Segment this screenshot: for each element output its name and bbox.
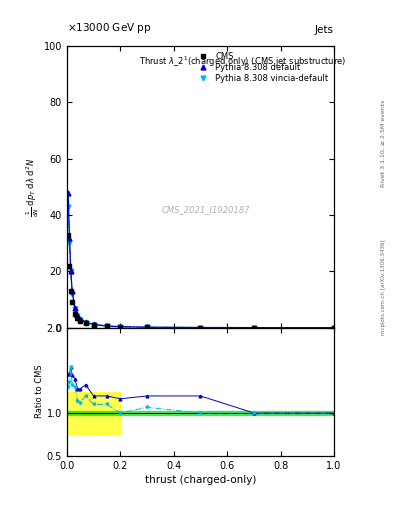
CMS (83, 321, 88, 327)
Text: Rivet 3.1.10, ≥ 2.5M events: Rivet 3.1.10, ≥ 2.5M events (381, 100, 386, 187)
CMS (70, 299, 75, 305)
Bar (67, 392, 120, 434)
CMS (105, 323, 109, 329)
CMS (91, 322, 96, 328)
CMS (198, 325, 203, 331)
Pythia 8.308 vincia-default (66, 203, 70, 210)
Pythia 8.308 vincia-default (145, 324, 149, 330)
Pythia 8.308 default (72, 305, 77, 311)
Pythia 8.308 vincia-default (198, 325, 203, 331)
Pythia 8.308 vincia-default (75, 313, 80, 319)
Pythia 8.308 default (105, 323, 109, 329)
Pythia 8.308 vincia-default (72, 306, 77, 312)
Pythia 8.308 default (83, 319, 88, 325)
Pythia 8.308 vincia-default (332, 325, 336, 331)
Pythia 8.308 vincia-default (118, 324, 123, 330)
Pythia 8.308 vincia-default (78, 317, 83, 323)
Pythia 8.308 vincia-default (68, 268, 73, 274)
CMS (67, 263, 72, 269)
Y-axis label: Ratio to CMS: Ratio to CMS (35, 365, 44, 418)
Pythia 8.308 default (198, 325, 203, 331)
CMS (72, 310, 77, 316)
CMS (78, 317, 83, 324)
Text: Thrust $\lambda\_2^1$(charged only) (CMS jet substructure): Thrust $\lambda\_2^1$(charged only) (CMS… (139, 55, 346, 69)
Pythia 8.308 vincia-default (83, 319, 88, 326)
Y-axis label: $\frac{1}{\mathrm{d}N}$ $\mathrm{d}p_T$ $\mathrm{d}\lambda$ $\mathrm{d}^2N$: $\frac{1}{\mathrm{d}N}$ $\mathrm{d}p_T$ … (24, 157, 41, 217)
Legend: CMS, Pythia 8.308 default, Pythia 8.308 vincia-default: CMS, Pythia 8.308 default, Pythia 8.308 … (193, 50, 330, 85)
Pythia 8.308 vincia-default (70, 291, 75, 297)
Pythia 8.308 vincia-default (67, 240, 72, 246)
CMS (75, 315, 80, 321)
Pythia 8.308 default (66, 189, 70, 196)
Pythia 8.308 default (332, 325, 336, 331)
X-axis label: thrust (charged-only): thrust (charged-only) (145, 475, 256, 485)
Pythia 8.308 default (67, 234, 72, 241)
CMS (68, 288, 73, 294)
Text: mcplots.cern.ch [arXiv:1306.3436]: mcplots.cern.ch [arXiv:1306.3436] (381, 239, 386, 334)
Line: Pythia 8.308 vincia-default: Pythia 8.308 vincia-default (66, 204, 336, 330)
CMS (118, 324, 123, 330)
Pythia 8.308 default (75, 312, 80, 318)
Pythia 8.308 default (91, 321, 96, 327)
Pythia 8.308 vincia-default (252, 325, 256, 331)
Pythia 8.308 vincia-default (105, 323, 109, 329)
Text: CMS_2021_I1920187: CMS_2021_I1920187 (162, 205, 250, 214)
Bar (67, 411, 334, 415)
Pythia 8.308 default (252, 325, 256, 331)
CMS (252, 325, 256, 331)
Line: CMS: CMS (66, 232, 336, 330)
Line: Pythia 8.308 default: Pythia 8.308 default (66, 190, 336, 330)
Pythia 8.308 default (68, 268, 73, 274)
Text: Jets: Jets (315, 25, 334, 35)
Pythia 8.308 default (118, 324, 123, 330)
Text: $\times$13000 GeV pp: $\times$13000 GeV pp (67, 21, 151, 35)
Pythia 8.308 vincia-default (91, 322, 96, 328)
Pythia 8.308 default (78, 315, 83, 322)
Pythia 8.308 default (70, 288, 75, 294)
Pythia 8.308 default (145, 324, 149, 330)
CMS (145, 324, 149, 330)
CMS (332, 325, 336, 331)
CMS (66, 231, 70, 238)
